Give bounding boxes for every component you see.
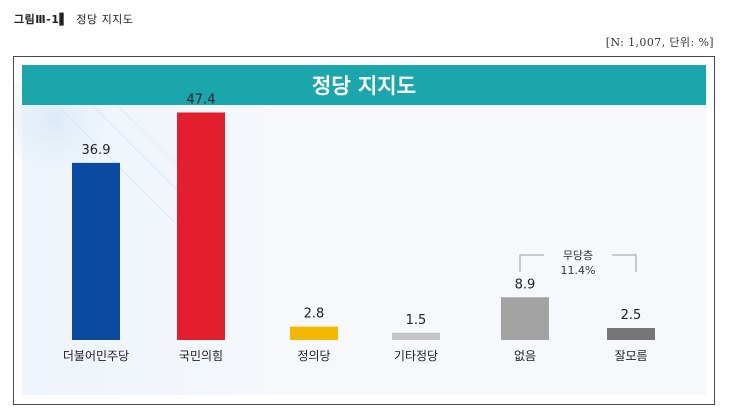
bracket-label: 무당층 <box>563 249 593 262</box>
chart-plot-panel <box>259 105 706 395</box>
figure-title: 정당 지지도 <box>76 13 134 26</box>
nonpartisan-bracket: 무당층 11.4% <box>519 249 637 277</box>
bar-6 <box>607 328 655 340</box>
value-label: 47.4 <box>187 92 216 107</box>
value-label: 2.5 <box>621 308 642 323</box>
sample-unit-note: [N: 1,007, 단위: %] <box>605 36 714 49</box>
bar-4 <box>392 332 440 340</box>
decor-line <box>73 86 195 208</box>
category-label: 잘모름 <box>614 349 647 363</box>
category-label: 정의당 <box>297 349 330 363</box>
category-label: 국민의힘 <box>179 349 223 363</box>
category-label: 없음 <box>514 349 536 363</box>
figure-number: 그림Ⅲ-1▌ <box>14 13 69 26</box>
chart-title-band <box>22 65 706 105</box>
bar-3 <box>290 326 338 340</box>
value-label: 8.9 <box>515 277 536 292</box>
category-label: 기타정당 <box>394 349 438 363</box>
value-label: 2.8 <box>304 307 325 322</box>
chart-frame: 정당 지지도 36.9 더불어민주당 47.4 국민의힘 2.8 정의당 1.5 기타정당 8.… <box>13 56 715 405</box>
bar-2 <box>177 112 225 340</box>
bracket-value: 11.4% <box>561 264 596 277</box>
decor-line <box>53 101 175 223</box>
bar-5 <box>501 297 549 340</box>
category-label: 더불어민주당 <box>63 349 129 363</box>
figure-caption: 그림Ⅲ-1▌ 정당 지지도 <box>14 11 133 27</box>
bar-1 <box>72 162 120 340</box>
chart-backdrop <box>14 67 706 395</box>
bracket-line <box>519 254 637 272</box>
chart-title: 정당 지지도 <box>312 74 416 98</box>
value-label: 36.9 <box>82 143 111 158</box>
bars-layer: 36.9 더불어민주당 47.4 국민의힘 2.8 정의당 1.5 기타정당 8.9 없음 2.5 잘… <box>63 92 655 363</box>
value-label: 1.5 <box>406 313 427 328</box>
party-support-chart: 정당 지지도 36.9 더불어민주당 47.4 국민의힘 2.8 정의당 1.5 기타정당 8.… <box>14 65 706 395</box>
